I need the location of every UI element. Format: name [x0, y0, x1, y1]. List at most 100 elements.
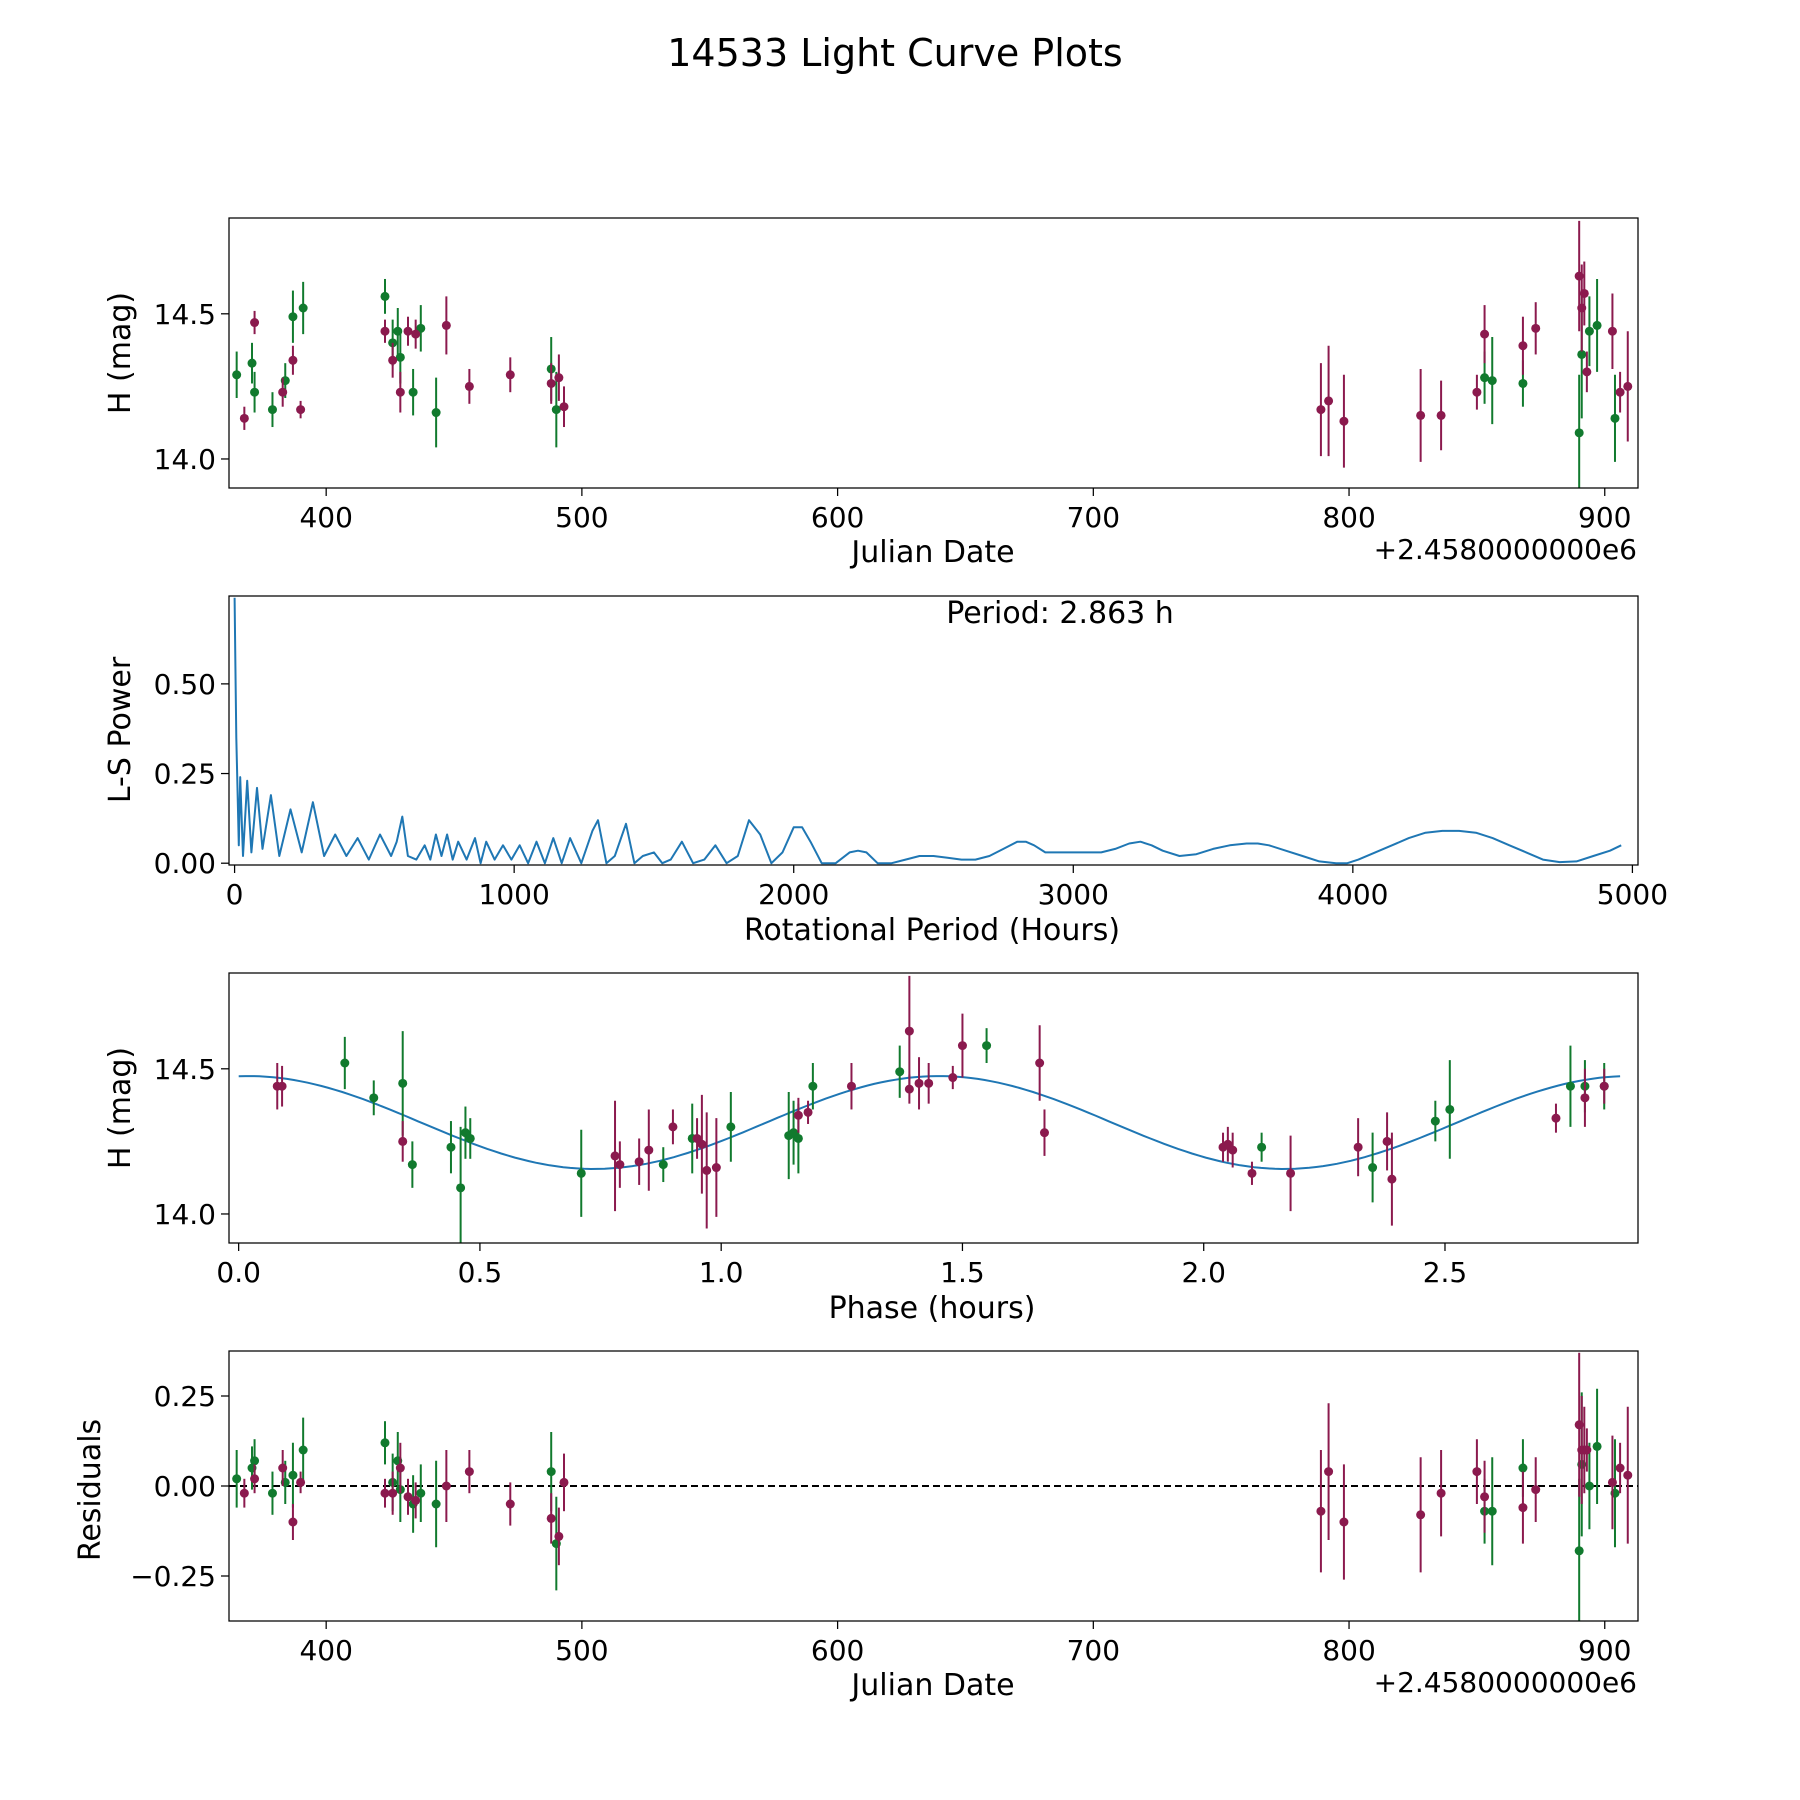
phased-xtick-label: 2.5	[1423, 1256, 1468, 1289]
periodogram-line	[233, 597, 1622, 865]
lightcurve-point-purple	[1607, 326, 1617, 336]
phased-point-purple	[924, 1078, 934, 1088]
phased-panel: 0.0 0.5 1.0 1.5 2.0 2.5 14.0 14.5 Phase (hours)…	[103, 972, 1639, 1326]
periodogram-panel: 0 1000 2000 3000 4000 5000 0.00 0.25 0.50 Period…	[103, 595, 1668, 948]
residuals-ytick-label: 0.25	[154, 1380, 216, 1413]
residuals-point-purple	[1531, 1485, 1541, 1495]
phased-point-purple	[702, 1165, 712, 1175]
phased-point-purple	[914, 1078, 924, 1088]
phased-xtick-label: 0.0	[216, 1256, 261, 1289]
lightcurve-point-purple	[1615, 387, 1625, 397]
residuals-point-green	[1487, 1506, 1497, 1516]
lightcurve-point-purple	[546, 378, 556, 388]
lightcurve-point-green	[250, 387, 260, 397]
residuals-point-green	[232, 1474, 242, 1484]
lightcurve-data-layer	[232, 220, 1633, 488]
phased-point-purple	[610, 1151, 620, 1161]
phased-point-green	[793, 1133, 803, 1143]
lightcurve-point-green	[288, 312, 298, 322]
phased-point-purple	[1035, 1058, 1045, 1068]
residuals-point-purple	[546, 1513, 556, 1523]
residuals-point-purple	[403, 1492, 413, 1502]
residuals-point-purple	[1339, 1517, 1349, 1527]
lightcurve-ytick-label: 14.0	[154, 443, 216, 476]
phased-point-green	[1368, 1163, 1378, 1173]
residuals-x-label: Julian Date	[849, 1668, 1014, 1703]
phased-xtick-label: 2.0	[1181, 1256, 1226, 1289]
phased-point-green	[1565, 1081, 1575, 1091]
residuals-xtick-label: 400	[299, 1634, 352, 1667]
lightcurve-point-green	[232, 370, 242, 380]
residuals-xtick-label: 900	[1578, 1634, 1631, 1667]
residuals-ticks: 400 500 600 700 800 900 −0.25 0.00 0.25	[130, 1380, 1631, 1667]
residuals-point-green	[267, 1488, 277, 1498]
phased-point-purple	[711, 1163, 721, 1173]
lightcurve-point-purple	[250, 318, 260, 328]
residuals-xtick-label: 600	[811, 1634, 864, 1667]
phased-point-green	[1430, 1116, 1440, 1126]
lightcurve-point-green	[551, 405, 561, 415]
residuals-point-purple	[559, 1477, 569, 1487]
periodogram-ticks: 0 1000 2000 3000 4000 5000 0.00 0.25 0.50	[154, 668, 1668, 911]
lightcurve-point-purple	[1480, 329, 1490, 339]
phased-point-green	[982, 1041, 992, 1051]
periodogram-ytick-label: 0.00	[154, 847, 216, 880]
phased-point-purple	[1353, 1142, 1363, 1152]
lightcurve-point-green	[267, 405, 277, 415]
phased-point-purple	[948, 1073, 958, 1083]
residuals-point-purple	[1472, 1467, 1482, 1477]
residuals-y-label: Residuals	[73, 1419, 108, 1561]
lightcurve-point-purple	[1518, 341, 1528, 351]
lightcurve-point-green	[380, 291, 390, 301]
phased-point-purple	[1551, 1113, 1561, 1123]
lightcurve-point-purple	[388, 355, 398, 365]
residuals-point-purple	[1416, 1510, 1426, 1520]
lightcurve-point-purple	[403, 326, 413, 336]
residuals-marks	[229, 1352, 1638, 1621]
phased-ticks: 0.0 0.5 1.0 1.5 2.0 2.5 14.0 14.5	[154, 1053, 1468, 1289]
residuals-point-green	[298, 1445, 308, 1455]
residuals-xtick-label: 800	[1322, 1634, 1375, 1667]
residuals-point-green	[1574, 1546, 1584, 1556]
residuals-point-purple	[288, 1517, 298, 1527]
lightcurve-point-purple	[1582, 367, 1592, 377]
lightcurve-point-purple	[239, 413, 249, 423]
residuals-xtick-label: 700	[1067, 1634, 1120, 1667]
residuals-point-purple	[464, 1467, 474, 1477]
lightcurve-point-green	[408, 387, 418, 397]
lightcurve-xtick-label: 900	[1578, 501, 1631, 534]
periodogram-data-layer	[233, 597, 1622, 865]
residuals-point-purple	[554, 1531, 564, 1541]
residuals-point-purple	[1607, 1477, 1617, 1487]
lightcurve-point-green	[416, 323, 426, 333]
lightcurve-point-purple	[1472, 387, 1482, 397]
residuals-point-purple	[296, 1477, 306, 1487]
lightcurve-point-purple	[296, 405, 306, 415]
lightcurve-point-purple	[411, 329, 421, 339]
phased-point-purple	[277, 1081, 287, 1091]
periodogram-xtick-label: 2000	[758, 878, 829, 911]
phased-xtick-label: 0.5	[458, 1256, 503, 1289]
lightcurve-point-green	[298, 303, 308, 313]
lightcurve-point-purple	[380, 326, 390, 336]
phased-ytick-label: 14.5	[154, 1053, 216, 1086]
phased-point-purple	[1580, 1093, 1590, 1103]
phased-point-purple	[803, 1107, 813, 1117]
lightcurve-point-green	[1574, 428, 1584, 438]
residuals-point-purple	[1623, 1470, 1633, 1480]
phased-point-green	[446, 1142, 456, 1152]
residuals-point-green	[431, 1499, 441, 1509]
phased-data-layer	[238, 975, 1621, 1243]
lightcurve-point-green	[1577, 349, 1587, 359]
residuals-point-purple	[388, 1488, 398, 1498]
lightcurve-point-green	[395, 352, 405, 362]
residuals-point-green	[288, 1470, 298, 1480]
phased-point-green	[1257, 1142, 1267, 1152]
residuals-point-purple	[395, 1463, 405, 1473]
periodogram-xtick-label: 4000	[1317, 878, 1388, 911]
lightcurve-point-purple	[441, 320, 451, 330]
lightcurve-point-purple	[554, 373, 564, 383]
residuals-point-purple	[278, 1463, 288, 1473]
lightcurve-point-green	[1584, 326, 1594, 336]
